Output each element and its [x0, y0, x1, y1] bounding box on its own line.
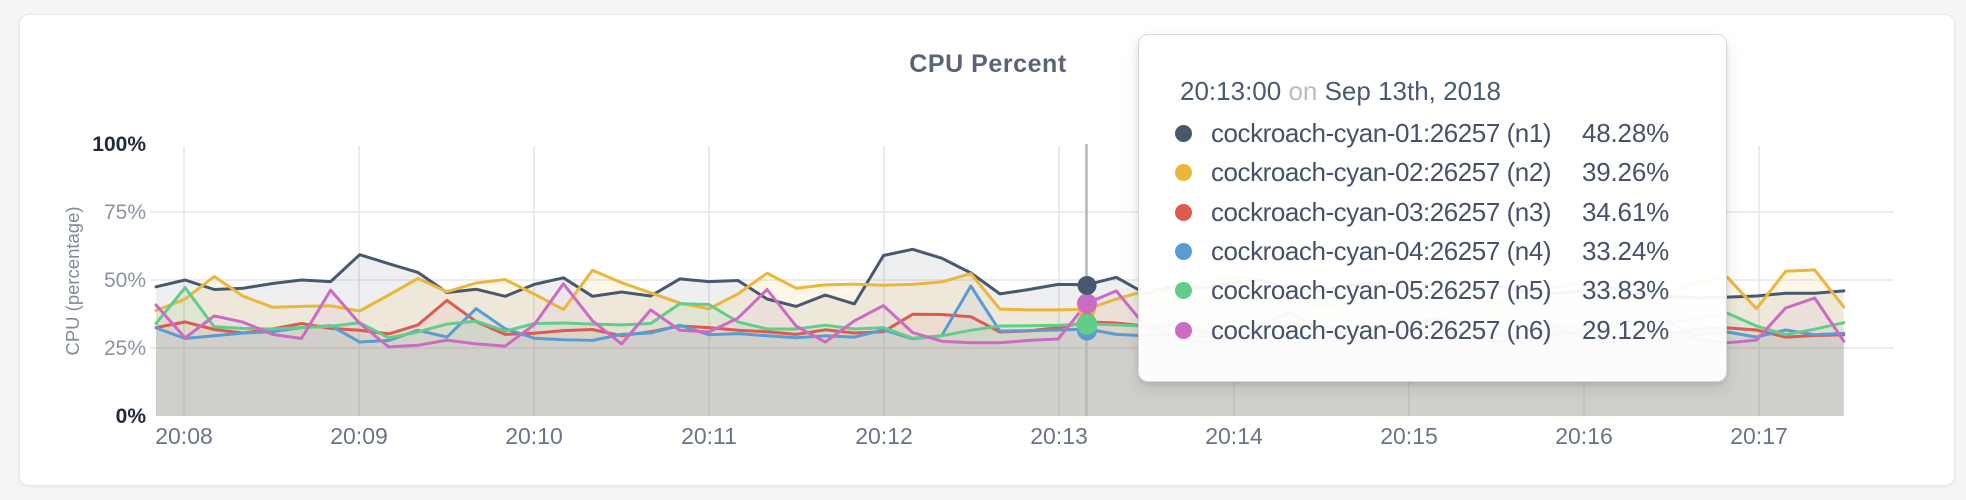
- svg-text:20:09: 20:09: [330, 423, 388, 449]
- svg-text:25%: 25%: [104, 337, 146, 360]
- svg-text:100%: 100%: [92, 133, 146, 156]
- svg-text:75%: 75%: [104, 201, 146, 224]
- svg-text:20:16: 20:16: [1555, 423, 1613, 449]
- svg-text:20:12: 20:12: [855, 423, 913, 449]
- svg-text:20:10: 20:10: [505, 423, 563, 449]
- svg-text:0%: 0%: [116, 405, 147, 428]
- svg-text:20:17: 20:17: [1730, 423, 1788, 449]
- svg-text:20:15: 20:15: [1380, 423, 1438, 449]
- svg-text:CPU (percentage): CPU (percentage): [62, 206, 83, 355]
- svg-text:50%: 50%: [104, 269, 146, 292]
- svg-text:20:08: 20:08: [155, 423, 213, 449]
- svg-text:20:14: 20:14: [1205, 423, 1263, 449]
- svg-text:20:11: 20:11: [681, 423, 737, 449]
- svg-text:20:13: 20:13: [1030, 423, 1088, 449]
